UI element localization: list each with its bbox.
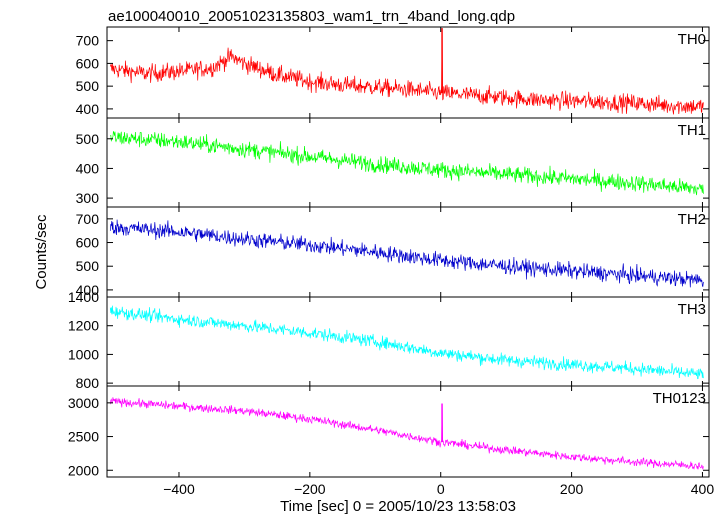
series-line-th0 bbox=[109, 28, 704, 115]
y-tick-label: 600 bbox=[76, 55, 100, 71]
y-tick-label: 500 bbox=[76, 78, 100, 94]
x-axis-ticks: −400 −200 0 200 400 bbox=[163, 481, 714, 497]
y-tick-label: 600 bbox=[76, 235, 100, 251]
panel-frame bbox=[106, 206, 710, 298]
y-tick-label: 300 bbox=[76, 190, 100, 206]
series-line-th1 bbox=[110, 131, 704, 196]
y-tick-label: 2000 bbox=[68, 462, 99, 478]
panel-th0123: 2000 2500 3000 TH0123 bbox=[68, 385, 710, 478]
x-tick-label: 400 bbox=[691, 481, 715, 497]
y-axis-label: Counts/sec bbox=[33, 214, 50, 290]
y-tick-label: 3000 bbox=[68, 395, 99, 411]
y-tick-label: 700 bbox=[76, 33, 100, 49]
x-tick-label: 200 bbox=[560, 481, 584, 497]
y-tick-label: 700 bbox=[76, 211, 100, 227]
y-tick-label: 1000 bbox=[68, 346, 99, 362]
x-tick-label: 0 bbox=[437, 481, 445, 497]
chart-title: ae100040010_20051023135803_wam1_trn_4ban… bbox=[108, 8, 515, 25]
x-tick-label: −200 bbox=[294, 481, 326, 497]
y-tick-label: 400 bbox=[76, 101, 100, 117]
y-tick-label: 1200 bbox=[68, 318, 99, 334]
panel-frame bbox=[106, 385, 710, 478]
y-tick-label: 500 bbox=[76, 131, 100, 147]
y-tick-label: 500 bbox=[76, 258, 100, 274]
panel-th1: 300 400 500 TH1 bbox=[76, 117, 710, 208]
panel-label-th3: TH3 bbox=[678, 301, 706, 318]
y-tick-label: 800 bbox=[76, 375, 100, 391]
panel-label-th2: TH2 bbox=[678, 211, 706, 228]
x-axis-label: Time [sec] 0 = 2005/10/23 13:58:03 bbox=[280, 498, 516, 515]
series-line-th3 bbox=[109, 305, 704, 380]
series-line-th2 bbox=[109, 219, 704, 288]
series-line-th0123 bbox=[109, 397, 704, 470]
panel-th2: 400 500 600 700 TH2 bbox=[76, 206, 710, 298]
y-tick-label: 400 bbox=[76, 282, 100, 298]
y-tick-label: 400 bbox=[76, 160, 100, 176]
panels: 400 500 600 700 TH0 300 400 500 TH1 400 500 600 700 T… bbox=[68, 26, 710, 478]
panel-frame bbox=[106, 117, 710, 208]
panel-th3: 800 1000 1200 1400 TH3 bbox=[68, 289, 710, 391]
panel-frame bbox=[106, 296, 710, 387]
panel-th0: 400 500 600 700 TH0 bbox=[76, 26, 710, 119]
y-tick-label: 1400 bbox=[68, 289, 99, 305]
panel-label-th1: TH1 bbox=[678, 122, 706, 139]
panel-label-th0123: TH0123 bbox=[653, 390, 706, 407]
panel-label-th0: TH0 bbox=[678, 31, 706, 48]
y-tick-label: 2500 bbox=[68, 429, 99, 445]
x-tick-label: −400 bbox=[163, 481, 195, 497]
